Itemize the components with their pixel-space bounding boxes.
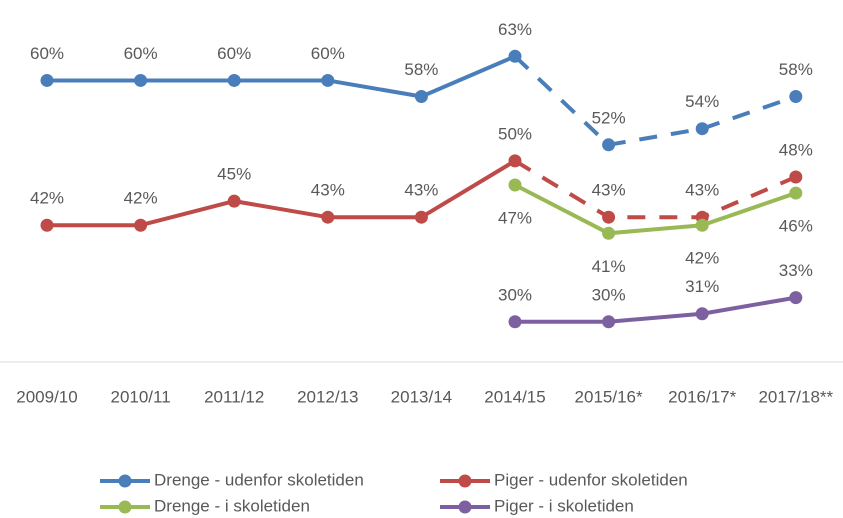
marker — [602, 210, 616, 224]
legend-label: Piger - udenfor skoletiden — [494, 470, 688, 489]
data-label: 43% — [592, 181, 626, 200]
legend-label: Drenge - i skoletiden — [154, 496, 310, 515]
marker — [227, 194, 241, 208]
x-tick-label: 2010/11 — [110, 387, 170, 406]
marker — [695, 122, 709, 136]
marker — [508, 178, 522, 192]
data-label: 60% — [30, 44, 64, 63]
data-label: 43% — [404, 181, 438, 200]
x-tick-label: 2013/14 — [391, 387, 452, 406]
data-label: 60% — [124, 44, 158, 63]
marker — [695, 218, 709, 232]
data-label: 30% — [498, 285, 532, 304]
marker — [414, 210, 428, 224]
marker — [508, 154, 522, 168]
x-tick-label: 2009/10 — [16, 387, 77, 406]
legend-marker — [458, 474, 472, 488]
x-tick-label: 2017/18** — [758, 387, 833, 406]
marker — [602, 315, 616, 329]
marker — [789, 90, 803, 104]
legend-label: Piger - i skoletiden — [494, 496, 634, 515]
marker — [508, 315, 522, 329]
data-label: 43% — [311, 181, 345, 200]
line — [47, 54, 516, 99]
data-label: 47% — [498, 209, 532, 228]
marker — [789, 186, 803, 200]
marker — [40, 73, 54, 87]
legend-marker — [118, 500, 132, 514]
x-tick-label: 2011/12 — [204, 387, 264, 406]
data-label: 50% — [498, 124, 532, 143]
data-label: 58% — [779, 60, 813, 79]
line — [514, 183, 797, 236]
marker — [321, 210, 335, 224]
data-label: 45% — [217, 165, 251, 184]
data-label: 58% — [404, 60, 438, 79]
marker — [227, 73, 241, 87]
data-label: 46% — [779, 217, 813, 236]
dashed-line — [513, 54, 797, 147]
x-tick-label: 2015/16* — [575, 387, 643, 406]
data-label: 42% — [30, 189, 64, 208]
data-label: 41% — [592, 257, 626, 276]
data-label: 31% — [685, 277, 719, 296]
data-label: 52% — [592, 108, 626, 127]
data-label: 60% — [217, 44, 251, 63]
marker — [695, 307, 709, 321]
data-label: 33% — [779, 261, 813, 280]
data-label: 60% — [311, 44, 345, 63]
x-tick-label: 2014/15 — [484, 387, 545, 406]
marker — [321, 73, 335, 87]
legend-marker — [118, 474, 132, 488]
x-tick-label: 2012/13 — [297, 387, 358, 406]
marker — [789, 291, 803, 305]
line — [47, 159, 517, 228]
marker — [602, 138, 616, 152]
marker — [414, 90, 428, 104]
data-label: 54% — [685, 92, 719, 111]
marker — [40, 218, 54, 232]
legend-label: Drenge - udenfor skoletiden — [154, 470, 364, 489]
data-label: 43% — [685, 181, 719, 200]
data-label: 48% — [779, 140, 813, 159]
marker — [789, 170, 803, 184]
x-tick-label: 2016/17* — [668, 387, 736, 406]
data-label: 42% — [124, 189, 158, 208]
line — [515, 295, 797, 324]
data-label: 42% — [685, 249, 719, 268]
data-label: 63% — [498, 20, 532, 39]
marker — [602, 226, 616, 240]
marker — [134, 218, 148, 232]
legend-marker — [458, 500, 472, 514]
data-label: 30% — [592, 285, 626, 304]
marker — [508, 49, 522, 63]
marker — [134, 73, 148, 87]
